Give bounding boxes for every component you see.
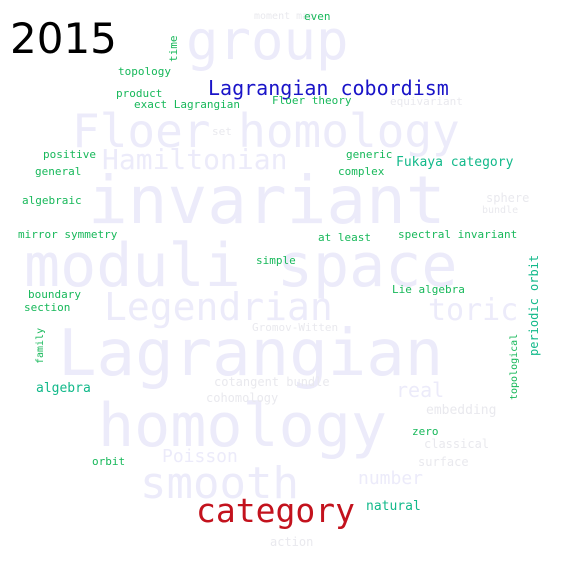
word: at least (318, 231, 371, 244)
bg-word: embedding (426, 403, 497, 418)
word: even (304, 10, 331, 23)
bg-word: cotangent bundle (214, 375, 330, 389)
bg-word: real (396, 378, 445, 402)
bg-word: sphere (486, 191, 530, 205)
bg-word: number (358, 468, 424, 489)
bg-word: Hamiltonian (102, 143, 288, 176)
bg-word: action (270, 535, 314, 549)
bg-word: surface (418, 455, 469, 469)
word: Floer theory (272, 94, 352, 107)
bg-word: cohomology (206, 391, 279, 405)
word: algebra (36, 381, 91, 396)
bg-word: Gromov-Witten (252, 321, 339, 334)
bg-word: Floer homology (72, 104, 460, 158)
year-label: 2015 (10, 14, 117, 63)
word: simple (256, 254, 296, 267)
bg-word: equivariant (390, 95, 463, 108)
bg-word: classical (424, 437, 490, 451)
word: mirror symmetry (18, 228, 118, 241)
word: category (196, 491, 355, 530)
word: exact Lagrangian (134, 98, 240, 111)
word: product (116, 87, 163, 100)
word: algebraic (22, 194, 82, 207)
word: natural (366, 499, 421, 514)
bg-word: toric (428, 293, 519, 328)
bg-word: bundle (482, 205, 519, 216)
word: topological (509, 333, 520, 400)
word: orbit (92, 455, 126, 468)
bg-word: moment map (254, 11, 315, 22)
word: periodic orbit (527, 254, 541, 356)
word: boundary (28, 288, 81, 301)
word: positive (43, 148, 96, 161)
word: Fukaya category (396, 155, 514, 170)
word: complex (338, 165, 385, 178)
word: general (35, 165, 82, 178)
bg-word: smooth (140, 458, 299, 509)
bg-word: Legendrian (104, 285, 333, 329)
word: spectral invariant (398, 228, 518, 241)
bg-word: moduli space (24, 231, 458, 301)
word: Lagrangian cobordism (208, 76, 449, 100)
word: section (24, 301, 71, 314)
word: zero (412, 425, 439, 438)
bg-word: group (186, 9, 349, 72)
word: family (35, 327, 46, 364)
bg-word: Lagrangian (58, 317, 444, 391)
word: generic (346, 148, 393, 161)
bg-word: set (212, 125, 232, 138)
bg-word: Poisson (162, 446, 238, 467)
word: time (167, 35, 180, 63)
bg-word: homology (98, 391, 387, 461)
bg-word: invariant (88, 162, 446, 239)
word: topology (118, 65, 171, 78)
word: Lie algebra (392, 283, 465, 296)
